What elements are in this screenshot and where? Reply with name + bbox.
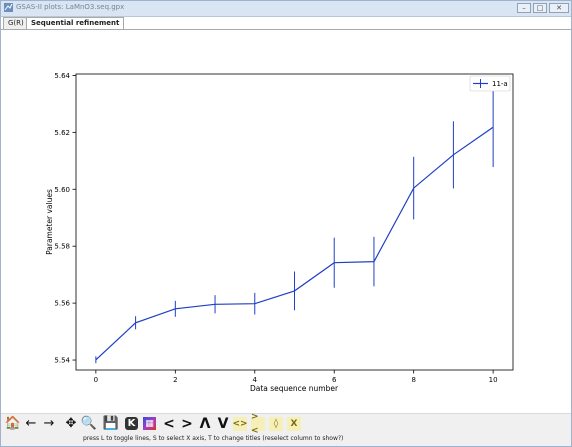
maximize-button[interactable]: □ <box>533 3 547 13</box>
forward-arrow-icon[interactable]: → <box>43 416 55 431</box>
app-icon <box>4 3 13 12</box>
x-tick-label: 10 <box>489 376 498 384</box>
legend-label: 11-a <box>492 80 508 88</box>
expand-y-icon[interactable]: ◊ <box>269 417 283 431</box>
legend: 11-a <box>469 75 511 92</box>
plot-canvas[interactable]: 5.54 5.56 5.58 5.60 5.62 5.64 0 2 4 6 8 10 Data se… <box>1 30 571 413</box>
key-icon[interactable]: K <box>125 417 138 430</box>
title-bar[interactable]: GSAS-II plots: LaMnO3.seq.gpx – □ ✕ <box>1 1 571 17</box>
y-tick-label: 5.58 <box>54 243 70 251</box>
status-bar: press L to toggle lines, S to select X a… <box>1 433 571 446</box>
palette-icon[interactable]: ▦ <box>143 417 156 430</box>
close-button[interactable]: ✕ <box>549 3 569 13</box>
status-text: press L to toggle lines, S to select X a… <box>83 435 344 442</box>
tab-gr[interactable]: G(R) <box>3 17 29 29</box>
shift-up-icon[interactable]: Λ <box>199 416 211 432</box>
series-line-11-a <box>95 126 494 361</box>
plot-frame <box>75 73 514 371</box>
shrink-x-icon[interactable]: >< <box>251 412 265 436</box>
tab-divider <box>1 29 571 30</box>
shrink-y-icon[interactable]: X <box>287 417 301 431</box>
minimize-button[interactable]: – <box>517 3 531 13</box>
x-axis-label: Data sequence number <box>250 384 339 393</box>
plot-toolbar: 🏠 ← → ✥ 🔍 💾 K ▦ < > Λ V <> >< ◊ X <box>1 412 571 436</box>
save-icon[interactable]: 💾 <box>102 416 120 431</box>
tab-sequential-refinement[interactable]: Sequential refinement <box>26 17 125 30</box>
x-tick-label: 2 <box>173 376 177 384</box>
y-tick-label: 5.62 <box>54 129 70 137</box>
home-icon[interactable]: 🏠 <box>4 416 22 431</box>
back-arrow-icon[interactable]: ← <box>25 416 37 431</box>
x-tick-label: 4 <box>253 376 258 384</box>
expand-x-icon[interactable]: <> <box>232 417 248 431</box>
pan-icon[interactable]: ✥ <box>65 416 77 431</box>
x-tick-label: 6 <box>332 376 337 384</box>
shift-down-icon[interactable]: V <box>217 416 229 432</box>
y-tick-label: 5.54 <box>54 357 70 365</box>
shift-left-icon[interactable]: < <box>163 416 175 432</box>
y-tick-label: 5.56 <box>54 300 70 308</box>
x-tick-label: 0 <box>94 376 98 384</box>
shift-right-icon[interactable]: > <box>181 416 193 432</box>
y-tick-label: 5.64 <box>54 72 70 80</box>
zoom-icon[interactable]: 🔍 <box>80 416 98 431</box>
window-title: GSAS-II plots: LaMnO3.seq.gpx <box>16 3 125 11</box>
x-tick-label: 8 <box>411 376 415 384</box>
chart-svg[interactable]: 5.54 5.56 5.58 5.60 5.62 5.64 0 2 4 6 8 10 Data se… <box>1 30 571 413</box>
y-tick-label: 5.60 <box>54 186 70 194</box>
y-axis-label: Parameter values <box>45 189 54 255</box>
